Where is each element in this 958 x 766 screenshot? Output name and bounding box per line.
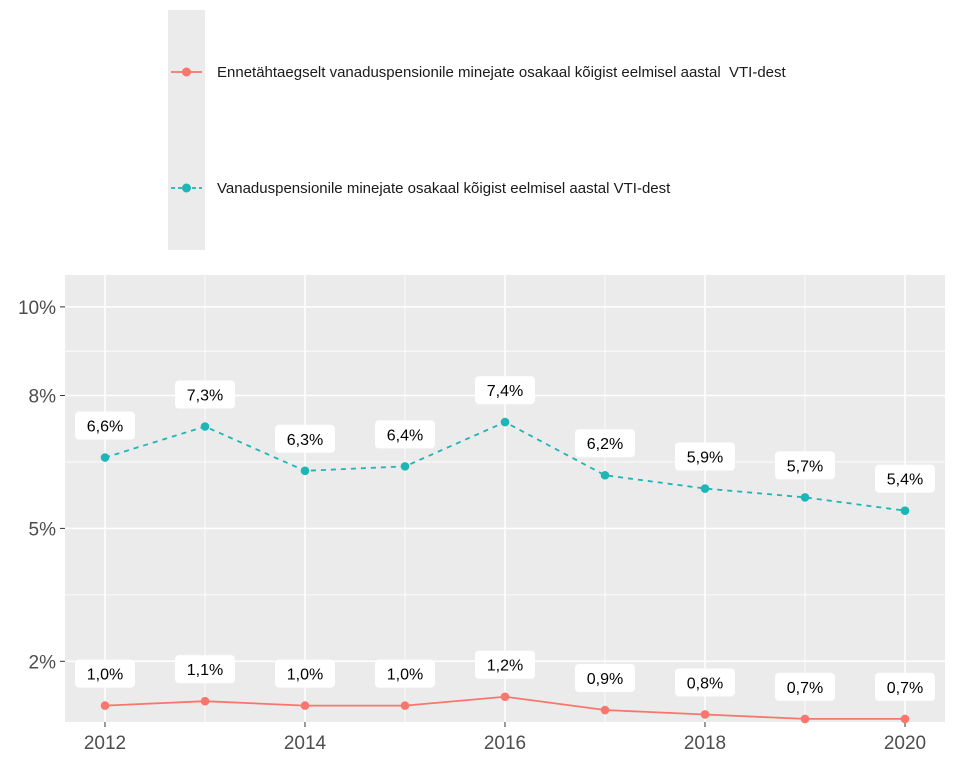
data-label-box <box>375 420 435 449</box>
x-axis-label: 2020 <box>884 733 926 754</box>
data-label-text: 0,7% <box>787 680 823 697</box>
data-point <box>200 696 210 706</box>
data-label-box <box>275 424 335 453</box>
legend-key-background <box>168 10 205 250</box>
data-label-box <box>575 429 635 458</box>
data-point <box>900 714 910 724</box>
data-point <box>600 705 610 715</box>
data-label-box <box>75 659 135 688</box>
legend-label-early-retirement: Ennetähtaegselt vanaduspensionile mineja… <box>217 63 786 81</box>
data-point <box>100 701 110 710</box>
data-point <box>800 714 810 724</box>
x-axis-label: 2014 <box>284 733 327 754</box>
legend: Ennetähtaegselt vanaduspensionile mineja… <box>0 0 958 262</box>
data-point <box>700 484 710 493</box>
data-label-box <box>675 668 735 697</box>
data-label-box <box>275 659 335 688</box>
data-label-box <box>875 672 935 701</box>
data-point <box>700 710 710 719</box>
x-axis-label: 2012 <box>84 733 126 754</box>
data-label-text: 5,7% <box>787 458 823 475</box>
y-axis-label: 5% <box>29 519 57 540</box>
data-label-text: 1,0% <box>87 667 123 684</box>
data-label-text: 0,9% <box>587 671 623 688</box>
data-label-text: 0,8% <box>687 675 723 692</box>
data-label-box <box>575 664 635 693</box>
data-point <box>600 470 610 480</box>
data-label-text: 5,4% <box>887 472 923 489</box>
data-label-box <box>475 376 535 405</box>
data-label-text: 1,0% <box>387 667 423 684</box>
data-label-text: 7,3% <box>187 388 223 405</box>
data-point <box>400 462 410 471</box>
data-label-text: 6,3% <box>287 432 323 449</box>
y-axis-label: 8% <box>29 386 57 407</box>
data-point <box>300 701 310 710</box>
data-label-box <box>175 380 235 409</box>
data-point <box>500 417 510 427</box>
data-label-box <box>75 411 135 440</box>
data-point <box>200 422 210 431</box>
y-axis-label: 10% <box>18 298 56 319</box>
data-label-box <box>175 655 235 684</box>
data-point <box>100 453 110 462</box>
data-point <box>500 692 510 702</box>
x-axis-label: 2018 <box>684 733 726 754</box>
data-label-text: 1,1% <box>187 662 223 679</box>
data-label-text: 1,0% <box>287 667 323 684</box>
data-label-box <box>775 672 835 701</box>
data-label-text: 0,7% <box>887 680 923 697</box>
y-axis-label: 2% <box>29 652 57 673</box>
data-label-text: 6,2% <box>587 436 623 453</box>
data-label-text: 6,4% <box>387 427 423 444</box>
x-axis-label: 2016 <box>484 733 526 754</box>
data-label-text: 1,2% <box>487 658 523 675</box>
data-label-box <box>875 464 935 493</box>
legend-label-old-age-retirement: Vanaduspensionile minejate osakaal kõigi… <box>217 179 671 197</box>
data-label-box <box>375 659 435 688</box>
data-label-box <box>775 451 835 480</box>
data-point <box>400 701 410 710</box>
legend-key-dashed-line-icon <box>171 183 202 193</box>
data-label-text: 5,9% <box>687 450 723 467</box>
data-point <box>800 493 810 502</box>
legend-key-solid-line-icon <box>171 67 202 77</box>
data-label-text: 7,4% <box>487 383 523 400</box>
legend-item-early-retirement: Ennetähtaegselt vanaduspensionile mineja… <box>168 59 786 85</box>
data-label-text: 6,6% <box>87 419 123 436</box>
data-point <box>300 466 310 476</box>
data-point <box>900 506 910 515</box>
data-label-box <box>675 442 735 471</box>
data-label-box <box>475 650 535 679</box>
legend-item-old-age-retirement: Vanaduspensionile minejate osakaal kõigi… <box>168 175 670 201</box>
